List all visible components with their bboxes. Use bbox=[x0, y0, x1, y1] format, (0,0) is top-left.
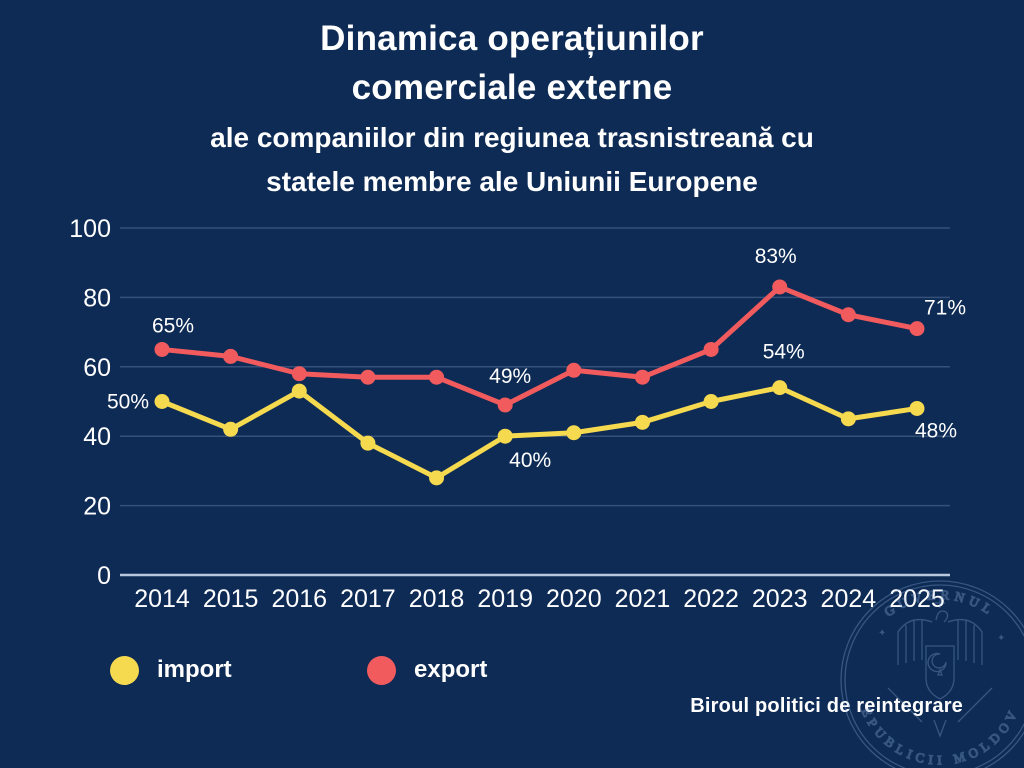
legend-label-export: export bbox=[414, 656, 488, 683]
y-axis-tick: 40 bbox=[83, 423, 111, 451]
data-point-import-2015 bbox=[223, 421, 239, 437]
seal-star-right-icon: ✦ bbox=[997, 633, 1005, 644]
x-axis-tick: 2017 bbox=[340, 585, 396, 613]
export-legend-dot-icon bbox=[367, 655, 396, 685]
data-point-export-2022 bbox=[703, 341, 719, 357]
data-point-export-2023 bbox=[772, 279, 788, 295]
data-point-import-2016 bbox=[291, 383, 307, 399]
x-axis-tick: 2023 bbox=[752, 585, 808, 613]
seal-coat-of-arms-icon bbox=[887, 598, 993, 738]
data-label-export-2023: 83% bbox=[755, 245, 797, 268]
x-axis-tick: 2014 bbox=[134, 585, 190, 613]
data-label-export-2014: 65% bbox=[152, 314, 194, 337]
data-label-import-2023: 54% bbox=[763, 341, 805, 364]
legend-item-export: export bbox=[367, 655, 487, 685]
title-block: Dinamica operațiunilor comerciale extern… bbox=[0, 14, 1024, 112]
data-label-import-2025: 48% bbox=[915, 419, 957, 442]
x-axis-tick: 2018 bbox=[409, 585, 465, 613]
data-point-export-2025 bbox=[909, 321, 925, 337]
x-axis-tick: 2021 bbox=[615, 585, 671, 613]
data-point-export-2021 bbox=[634, 369, 650, 385]
series-line-export bbox=[159, 284, 920, 408]
data-point-import-2014 bbox=[154, 394, 170, 409]
x-axis-tick: 2024 bbox=[821, 585, 877, 613]
y-axis-tick: 80 bbox=[83, 284, 111, 312]
data-point-export-2016 bbox=[291, 366, 307, 382]
y-axis-tick: 100 bbox=[69, 215, 111, 243]
subtitle-line1: ale companiilor din regiunea trasnistrea… bbox=[210, 122, 814, 153]
data-point-import-2017 bbox=[360, 435, 376, 451]
data-point-export-2018 bbox=[429, 369, 445, 385]
x-axis-tick: 2019 bbox=[477, 585, 533, 613]
data-point-import-2024 bbox=[840, 411, 856, 427]
y-axis-tick: 20 bbox=[83, 493, 111, 521]
page-title-line1: Dinamica operațiunilor bbox=[320, 19, 704, 58]
y-axis-tick: 60 bbox=[83, 354, 111, 382]
seal-outer-circle bbox=[840, 580, 1024, 768]
data-point-import-2019 bbox=[497, 428, 513, 444]
x-axis-tick: 2025 bbox=[889, 585, 945, 613]
x-axis-tick: 2022 bbox=[683, 585, 739, 613]
subtitle-line2: statele membre ale Uniunii Europene bbox=[266, 166, 758, 197]
data-point-export-2017 bbox=[360, 369, 376, 385]
data-point-import-2025 bbox=[909, 400, 925, 416]
legend-label-import: import bbox=[157, 656, 232, 683]
y-axis-tick: 0 bbox=[97, 562, 111, 590]
data-label-import-2014: 50% bbox=[107, 391, 149, 414]
data-label-export-2025: 71% bbox=[924, 297, 966, 320]
page-title-line2: comerciale externe bbox=[351, 68, 673, 107]
seal-inner-circle bbox=[844, 584, 1024, 768]
data-point-export-2024 bbox=[840, 307, 856, 323]
series-line-import bbox=[159, 385, 920, 481]
government-seal-watermark-icon: GUVERNUL REPUBLICII MOLDOVA ✦ ✦ bbox=[830, 570, 1024, 768]
data-point-import-2023 bbox=[772, 380, 788, 396]
import-legend-dot-icon bbox=[110, 655, 139, 685]
x-axis-tick: 2020 bbox=[546, 585, 602, 613]
data-point-import-2022 bbox=[703, 394, 719, 409]
subtitle-block: ale companiilor din regiunea trasnistrea… bbox=[0, 116, 1024, 204]
seal-star-left-icon: ✦ bbox=[878, 628, 886, 639]
data-point-import-2018 bbox=[429, 470, 445, 486]
data-point-export-2019 bbox=[497, 397, 513, 413]
data-label-export-2019: 49% bbox=[489, 365, 531, 388]
data-label-import-2019: 40% bbox=[509, 449, 551, 472]
x-axis-tick: 2015 bbox=[203, 585, 259, 613]
x-axis-tick: 2016 bbox=[271, 585, 327, 613]
data-point-import-2021 bbox=[634, 414, 650, 430]
data-point-export-2014 bbox=[154, 341, 170, 357]
legend-item-import: import bbox=[110, 655, 232, 685]
footer-credit: Biroul politici de reintegrare bbox=[690, 695, 963, 717]
data-point-import-2020 bbox=[566, 425, 582, 441]
data-point-export-2020 bbox=[566, 362, 582, 378]
data-point-export-2015 bbox=[223, 348, 239, 364]
